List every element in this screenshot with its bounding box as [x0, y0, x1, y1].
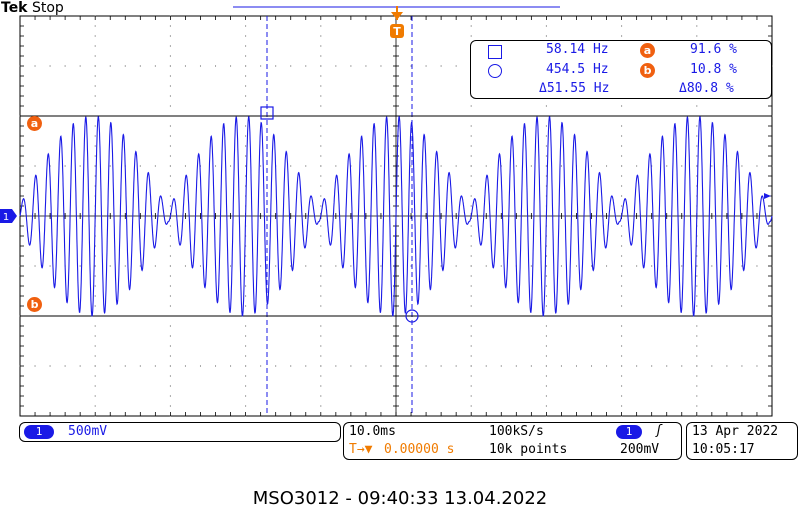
image-caption: MSO3012 - 09:40:33 13.04.2022: [252, 488, 548, 509]
cursor1-value: 91.6 %: [690, 42, 737, 57]
channel-ground-marker-label: 1: [3, 212, 9, 223]
trigger-marker-icon[interactable]: [390, 24, 404, 38]
date-label: 13 Apr 2022: [692, 424, 779, 439]
cursor-b-badge-icon: b: [27, 297, 42, 312]
timebase-scale: 10.0ms: [349, 424, 396, 439]
cursor-readout-panel: 58.14 Hz a 91.6 % 454.5 Hz b 10.8 % Δ51.…: [470, 40, 772, 99]
trigger-marker-label: T: [393, 25, 401, 38]
brand-label: Tek Stop: [1, 0, 64, 16]
horizontal-trigger-readout[interactable]: 10.0ms T→▼ 0.00000 s 100kS/s 10k points …: [343, 422, 682, 460]
channel-readout[interactable]: 1 500mV: [19, 422, 341, 442]
channel-scale: 500mV: [68, 424, 108, 439]
datetime-readout: 13 Apr 2022 10:05:17: [686, 422, 798, 460]
trigger-slope-icon: ʃ: [655, 423, 663, 438]
trigger-offset: 0.00000 s: [384, 442, 455, 457]
cursor-a-badge-icon: a: [640, 43, 655, 58]
square-icon: [488, 45, 502, 59]
circle-icon: [405, 309, 419, 323]
channel-ground-marker-icon[interactable]: [0, 209, 17, 223]
channel-badge-icon: 1: [24, 425, 54, 439]
channel-1-trace: [19, 116, 773, 317]
cursor-b-badge-icon: b: [640, 63, 655, 78]
sample-rate: 100kS/s: [489, 424, 544, 439]
cursor1-frequency: 58.14 Hz: [546, 42, 609, 57]
record-length: 10k points: [489, 442, 568, 457]
cursor2-value: 10.8 %: [690, 62, 737, 77]
trigger-offset-icon: T→▼: [349, 442, 373, 457]
time-label: 10:05:17: [692, 442, 755, 457]
acquisition-status: Stop: [31, 0, 64, 16]
trigger-level-arrow-icon: [764, 193, 771, 199]
trigger-source-badge-icon: 1: [616, 425, 642, 439]
square-icon: [260, 106, 274, 120]
cursor-a-badge-icon: a: [27, 116, 42, 131]
trigger-position-arrow-icon: [391, 12, 403, 20]
delta-value: Δ80.8 %: [679, 81, 734, 96]
cursor2-frequency: 454.5 Hz: [546, 62, 609, 77]
trigger-level: 200mV: [620, 442, 660, 457]
circle-icon: [488, 64, 502, 78]
delta-frequency: Δ51.55 Hz: [539, 81, 610, 96]
